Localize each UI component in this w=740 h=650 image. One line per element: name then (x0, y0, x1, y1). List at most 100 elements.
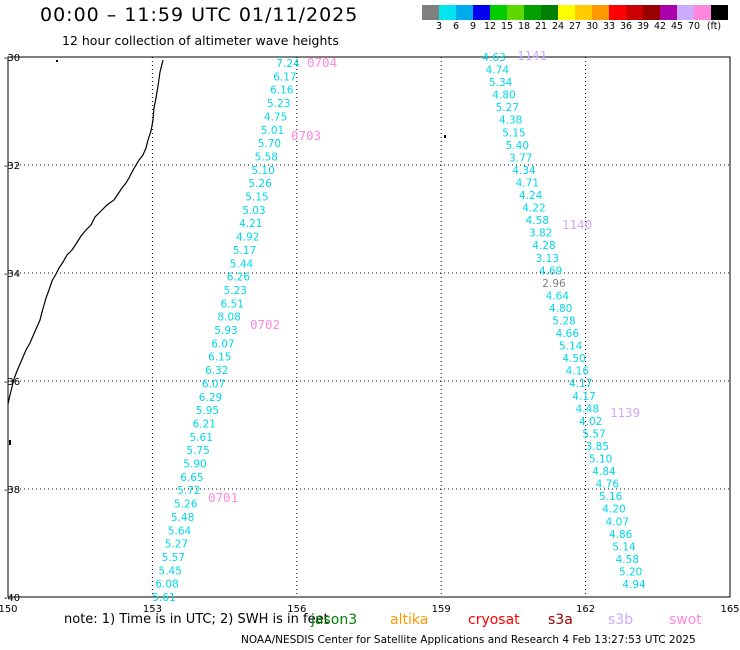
swh-value-label: 5.10 (589, 454, 612, 466)
pass-time-label: 0704 (307, 55, 337, 70)
swh-value-label: 5.03 (242, 205, 265, 217)
swh-value-label: 7.24 (276, 58, 300, 70)
swh-value-label: 3.77 (509, 152, 532, 164)
swh-value-label: 5.90 (183, 459, 206, 471)
swh-value-label: 5.57 (162, 552, 185, 564)
color-scale-label: 6 (452, 21, 460, 32)
swh-value-label: 4.17 (572, 391, 595, 403)
lon-tick-label: 162 (576, 604, 595, 615)
color-swatch-9 (575, 5, 592, 20)
swh-value-label: 4.75 (264, 111, 287, 123)
color-scale-label: 12 (483, 21, 497, 32)
color-scale-label: 36 (619, 21, 633, 32)
swh-value-label: 6.29 (199, 392, 222, 404)
lon-tick-label: 165 (720, 604, 739, 615)
swh-value-label: 5.14 (612, 541, 636, 553)
swh-value-label: 5.45 (159, 565, 182, 577)
lon-tick-label: 159 (432, 604, 451, 615)
swh-value-label: 4.64 (546, 290, 570, 302)
color-swatch-13 (643, 5, 660, 20)
swh-value-label: 4.66 (556, 328, 580, 340)
swh-value-label: 6.08 (155, 579, 178, 591)
color-swatch-12 (626, 5, 643, 20)
swh-value-label: 4.74 (486, 65, 510, 77)
color-scale-label: 39 (636, 21, 650, 32)
lat-tick-label: -38 (4, 485, 20, 496)
color-scale-label: 9 (469, 21, 477, 32)
swh-value-label: 6.65 (180, 472, 203, 484)
color-scale-label: 21 (534, 21, 548, 32)
lat-tick-label: -32 (4, 161, 20, 172)
color-scale-label: 33 (602, 21, 616, 32)
legend-s3a: s3a (548, 612, 573, 628)
swh-value-label: 5.93 (214, 325, 237, 337)
color-swatch-17 (711, 5, 728, 20)
swh-value-label: 4.38 (499, 115, 522, 127)
swh-value-label: 3.82 (529, 228, 552, 240)
swh-value-label: 5.95 (196, 405, 219, 417)
swh-value-label: 2.96 (542, 278, 566, 290)
swh-value-label: 6.17 (273, 71, 296, 83)
lon-tick-label: 156 (287, 604, 306, 615)
color-scale-label: 45 (670, 21, 684, 32)
swh-value-label: 5.61 (152, 592, 175, 604)
swh-value-label: 6.21 (193, 418, 216, 430)
swh-value-label: 4.80 (549, 303, 572, 315)
legend-cryosat: cryosat (468, 612, 520, 628)
swh-value-label: 5.34 (489, 77, 513, 89)
swh-value-label: 4.21 (239, 218, 262, 230)
swh-value-label: 6.26 (227, 272, 251, 284)
color-swatch-11 (609, 5, 626, 20)
swh-value-label: 5.14 (559, 341, 583, 353)
lon-tick-label: 153 (143, 604, 162, 615)
lon-tick-label: 150 (0, 604, 18, 615)
swh-value-label: 5.28 (552, 316, 575, 328)
swh-value-label: 5.17 (233, 245, 256, 257)
swh-value-label: 5.48 (171, 512, 194, 524)
swh-value-label: 5.27 (165, 539, 188, 551)
swh-value-label: 5.10 (252, 165, 275, 177)
units-note: note: 1) Time is in UTC; 2) SWH is in fe… (64, 612, 329, 627)
swh-value-label: 3.13 (536, 253, 559, 265)
pass-time-label: 0703 (291, 128, 321, 143)
swh-value-label: 4.63 (482, 52, 505, 64)
color-scale-label: 30 (585, 21, 599, 32)
color-swatch-5 (507, 5, 524, 20)
swh-value-label: 4.28 (532, 240, 555, 252)
swh-value-label: 5.40 (506, 140, 529, 152)
swh-value-label: 5.15 (502, 127, 525, 139)
swh-value-label: 4.84 (592, 466, 616, 478)
swh-value-label: 6.07 (211, 338, 234, 350)
swh-value-label: 5.72 (177, 485, 200, 497)
swh-value-label: 5.64 (168, 525, 192, 537)
swh-value-label: 5.16 (599, 491, 623, 503)
legend-altika: altika (390, 612, 429, 628)
swh-value-label: 4.94 (622, 579, 646, 591)
lat-tick-label: -36 (4, 377, 20, 388)
swh-value-label: 5.27 (496, 102, 519, 114)
swh-value-label: 5.20 (619, 566, 642, 578)
swh-value-label: 4.48 (576, 403, 599, 415)
coastline-fragment (9, 440, 11, 445)
color-scale-label: 24 (551, 21, 565, 32)
swh-value-label: 6.15 (208, 352, 231, 364)
color-swatch-7 (541, 5, 558, 20)
color-scale-label: 15 (500, 21, 514, 32)
swh-value-label: 4.58 (616, 554, 639, 566)
color-swatch-2 (456, 5, 473, 20)
swh-value-label: 5.26 (248, 178, 272, 190)
page-title: 00:00 – 11:59 UTC 01/11/2025 (40, 4, 359, 26)
island-speck (444, 135, 446, 138)
swh-value-label: 6.07 (202, 378, 225, 390)
swh-value-label: 5.15 (245, 192, 268, 204)
swh-value-label: 4.69 (539, 265, 562, 277)
lat-tick-label: -34 (4, 269, 20, 280)
swh-value-label: 4.80 (492, 90, 515, 102)
swh-value-label: 4.24 (519, 190, 543, 202)
swh-value-label: 5.61 (190, 432, 213, 444)
swh-value-label: 8.08 (217, 312, 240, 324)
pass-time-label: 0701 (208, 490, 238, 505)
legend-jason3: jason3 (311, 612, 358, 628)
map-frame (7, 56, 731, 598)
